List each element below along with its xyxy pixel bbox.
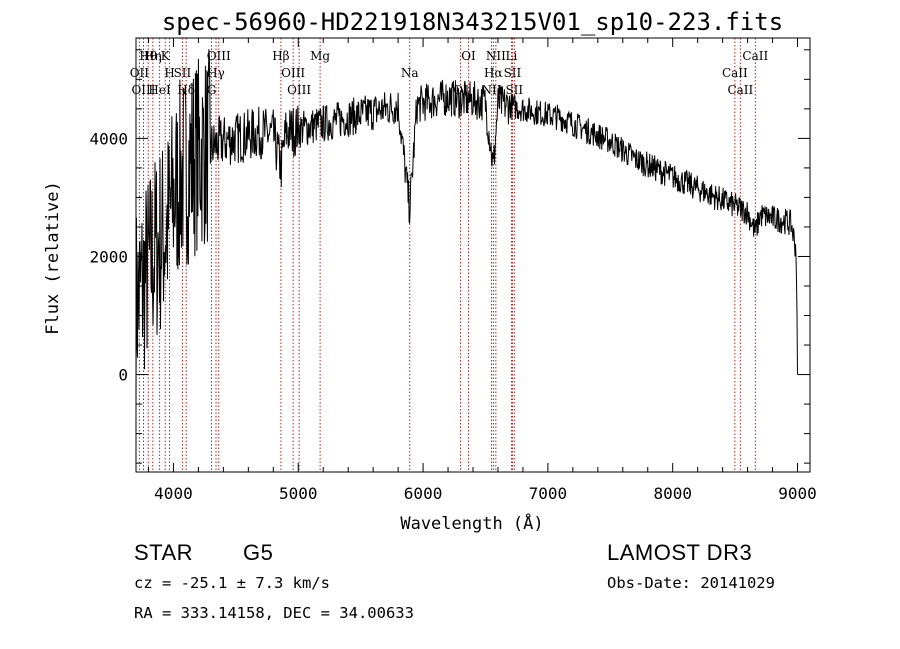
marker-label: NII bbox=[486, 49, 506, 63]
line-labels: Hθ OII OIII KH HeI Hη SII Hδ OIII Hγ G Hβ OIII OIII Mg… bbox=[130, 49, 769, 97]
marker-label: HeI bbox=[148, 83, 171, 97]
coordinates: RA = 333.14158, DEC = 34.00633 bbox=[134, 604, 414, 622]
marker-label: OIII bbox=[207, 49, 231, 63]
x-axis: 4000 5000 6000 7000 8000 9000 bbox=[147, 38, 817, 503]
y-tick-label: 0 bbox=[118, 366, 128, 385]
x-tick-label: 5000 bbox=[279, 484, 318, 503]
redshift-velocity: cz = -25.1 ± 7.3 km/s bbox=[134, 574, 330, 592]
marker-label: SII bbox=[505, 83, 523, 97]
line-markers bbox=[138, 38, 756, 472]
marker-label: G bbox=[207, 83, 217, 97]
marker-label: Mg bbox=[310, 49, 330, 63]
spectral-subclass: G5 bbox=[243, 540, 274, 565]
marker-label: Li bbox=[506, 49, 518, 63]
x-tick-label: 6000 bbox=[404, 484, 443, 503]
marker-label: Hη bbox=[144, 49, 162, 63]
marker-label: H bbox=[164, 66, 174, 80]
x-tick-label: 9000 bbox=[778, 484, 817, 503]
marker-label: OI bbox=[453, 83, 468, 97]
x-axis-label: Wavelength (Å) bbox=[400, 512, 543, 534]
marker-label: NII bbox=[481, 83, 501, 97]
marker-label: Hγ bbox=[207, 66, 225, 80]
marker-label: Hα bbox=[484, 66, 503, 80]
x-tick-label: 4000 bbox=[154, 484, 193, 503]
y-tick-label: 4000 bbox=[89, 129, 128, 148]
marker-label: Hβ bbox=[272, 49, 289, 63]
marker-label: CaII bbox=[742, 49, 768, 63]
marker-label: OI bbox=[461, 49, 476, 63]
marker-label: CaII bbox=[722, 66, 748, 80]
marker-label: Na bbox=[401, 66, 419, 80]
spectrum-line bbox=[135, 49, 798, 405]
x-tick-label: 8000 bbox=[653, 484, 692, 503]
marker-label: Hθ bbox=[139, 49, 157, 63]
survey-label: LAMOST DR3 bbox=[607, 540, 753, 565]
marker-label: SII bbox=[174, 66, 192, 80]
marker-label: K bbox=[161, 49, 171, 63]
object-type: STAR bbox=[134, 540, 194, 565]
marker-label: Hδ bbox=[177, 83, 195, 97]
marker-label: OIII bbox=[131, 83, 155, 97]
y-axis-label: Flux (relative) bbox=[43, 181, 63, 335]
marker-label: OII bbox=[130, 66, 150, 80]
y-tick-label: 2000 bbox=[89, 247, 128, 266]
marker-label: SII bbox=[504, 66, 522, 80]
marker-label: CaII bbox=[727, 83, 753, 97]
chart-title: spec-56960-HD221918N343215V01_sp10-223.f… bbox=[161, 8, 784, 36]
observation-date: Obs-Date: 20141029 bbox=[607, 574, 775, 592]
x-tick-label: 7000 bbox=[529, 484, 568, 503]
marker-label: OIII bbox=[281, 66, 305, 80]
y-axis: 0 2000 4000 bbox=[89, 49, 810, 464]
marker-label: OIII bbox=[287, 83, 311, 97]
